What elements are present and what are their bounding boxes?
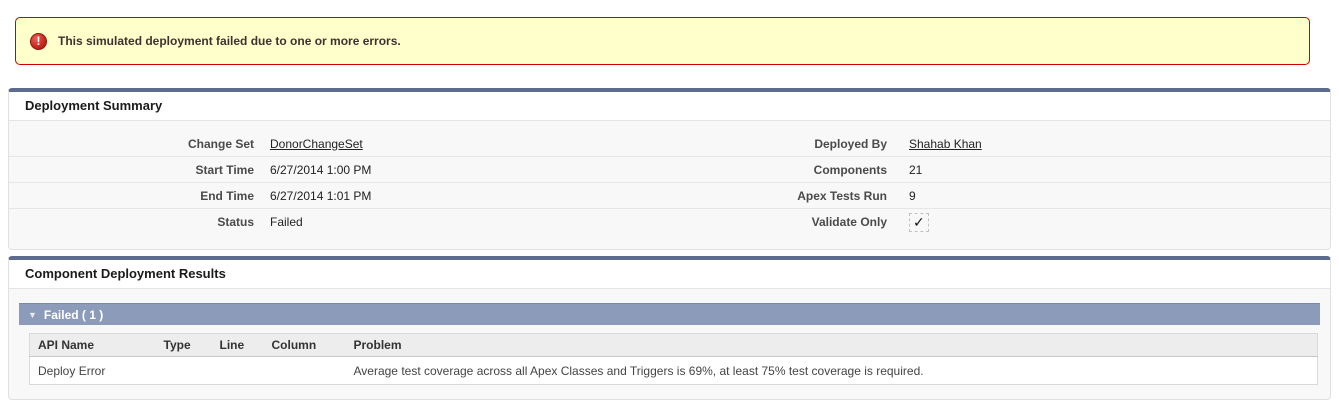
cell-column: [264, 357, 346, 385]
end-time-value: 6/27/2014 1:01 PM: [270, 188, 372, 203]
error-banner: ! This simulated deployment failed due t…: [15, 17, 1310, 65]
apex-tests-run-label: Apex Tests Run: [797, 188, 887, 203]
column-header-line: Line: [211, 333, 264, 357]
summary-row-status: Status Failed Validate Only ✓: [9, 209, 1330, 235]
deployment-summary-header: Deployment Summary: [9, 92, 1330, 121]
cell-api-name: Deploy Error: [38, 363, 106, 378]
deployment-summary-section: Deployment Summary Change Set DonorChang…: [8, 88, 1331, 250]
start-time-value: 6/27/2014 1:00 PM: [270, 162, 372, 177]
end-time-label: End Time: [200, 188, 254, 203]
collapse-triangle-icon: ▼: [28, 309, 37, 320]
change-set-link[interactable]: DonorChangeSet: [270, 136, 363, 151]
start-time-label: Start Time: [195, 162, 254, 177]
failed-group-header[interactable]: ▼ Failed ( 1 ): [19, 303, 1320, 325]
column-header-type: Type: [155, 333, 212, 357]
status-value: Failed: [270, 215, 303, 229]
summary-row-starttime: Start Time 6/27/2014 1:00 PM Components …: [9, 157, 1330, 183]
components-label: Components: [813, 162, 887, 177]
cell-type: [156, 357, 212, 385]
column-header-api-name: API Name: [29, 333, 156, 357]
column-header-problem: Problem: [345, 333, 1318, 357]
component-deployment-results-section: Component Deployment Results ▼ Failed ( …: [8, 256, 1331, 400]
failed-group-label: Failed ( 1 ): [43, 307, 104, 322]
cell-line: [212, 357, 264, 385]
summary-row-changeset: Change Set DonorChangeSet Deployed By Sh…: [9, 131, 1330, 157]
apex-tests-run-value: 9: [909, 188, 916, 203]
summary-row-endtime: End Time 6/27/2014 1:01 PM Apex Tests Ru…: [9, 183, 1330, 209]
validate-only-label: Validate Only: [811, 215, 887, 229]
component-results-title: Component Deployment Results: [25, 266, 226, 281]
change-set-label: Change Set: [187, 136, 254, 151]
deployment-summary-title: Deployment Summary: [25, 98, 163, 113]
failed-components-table: API Name Type Line Column Problem Deploy…: [29, 333, 1318, 385]
status-label: Status: [217, 215, 254, 229]
error-icon: !: [30, 32, 47, 50]
error-banner-message: This simulated deployment failed due to …: [58, 34, 401, 48]
table-row: Deploy Error Average test coverage acros…: [30, 357, 1318, 385]
column-header-column: Column: [263, 333, 346, 357]
checked-checkbox-icon: ✓: [909, 212, 929, 232]
cell-problem: Average test coverage across all Apex Cl…: [353, 363, 924, 378]
deployed-by-label: Deployed By: [814, 136, 887, 151]
table-header-row: API Name Type Line Column Problem: [29, 333, 1318, 357]
component-results-header: Component Deployment Results: [9, 260, 1330, 289]
components-value: 21: [909, 162, 923, 177]
deployed-by-link[interactable]: Shahab Khan: [909, 136, 982, 151]
deployment-summary-body: Change Set DonorChangeSet Deployed By Sh…: [9, 121, 1330, 249]
component-results-body: ▼ Failed ( 1 ) API Name Type Line Column…: [9, 289, 1330, 399]
